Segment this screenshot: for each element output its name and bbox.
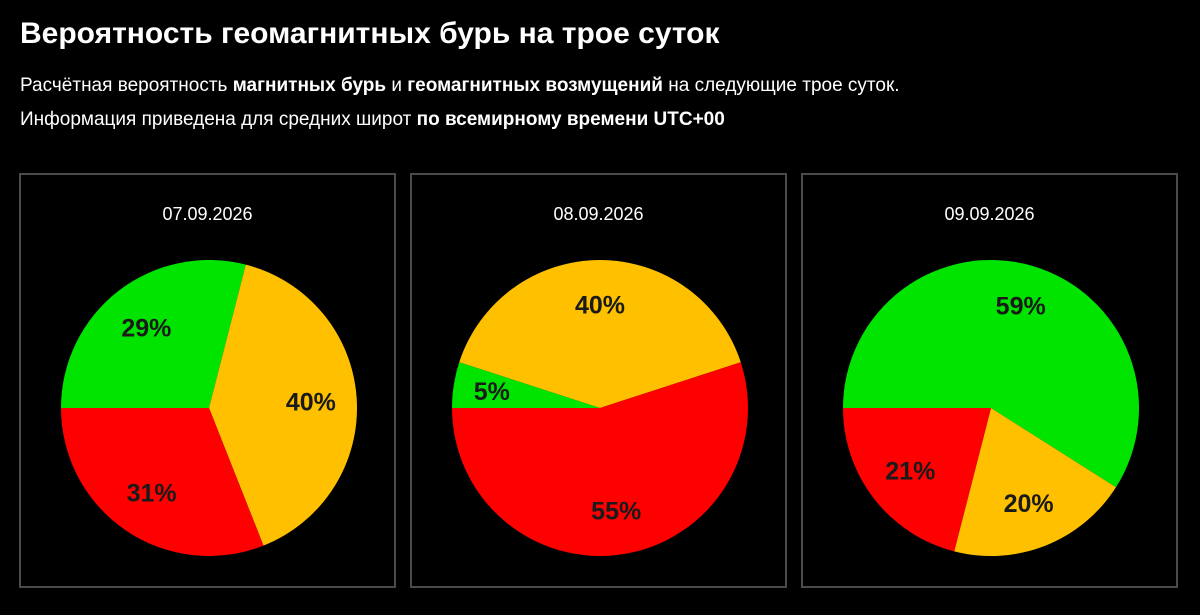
description-text: на следующие трое суток. bbox=[662, 75, 900, 96]
description-bold-text: по всемирному времени UTC+00 bbox=[416, 109, 725, 130]
description-text: Информация приведена для средних широт bbox=[20, 109, 417, 130]
forecast-panel-day-1: 07.09.2026 29% 40% 31% bbox=[19, 173, 396, 588]
panel-date: 09.09.2026 bbox=[944, 204, 1035, 224]
pie-slice-label-red: 21% bbox=[885, 458, 935, 486]
pie-slice-label-green: 59% bbox=[996, 293, 1046, 321]
pie-slice-green bbox=[843, 259, 1139, 488]
pie-slice-label-red: 55% bbox=[591, 497, 641, 525]
forecast-panel-day-2: 08.09.2026 40% 55% 5% bbox=[410, 173, 787, 588]
pie-slice-label-green: 29% bbox=[121, 314, 171, 342]
description-text: и bbox=[386, 75, 408, 96]
description-bold-text: геомагнитных возмущений bbox=[407, 75, 663, 96]
panel-date: 07.09.2026 bbox=[162, 204, 253, 224]
description-bold-text: магнитных бурь bbox=[232, 75, 387, 96]
pie-chart-day-3: 59% 20% 21% bbox=[843, 259, 1139, 557]
pie-slice-label-red: 31% bbox=[127, 480, 177, 508]
pie-slice-red bbox=[452, 362, 748, 556]
pie-slice-label-yellow: 20% bbox=[1004, 490, 1054, 518]
pie-slice-yellow bbox=[209, 264, 358, 546]
pie-slice-green bbox=[61, 259, 246, 408]
description-line-2: Информация приведена для средних широт п… bbox=[20, 107, 725, 133]
pie-chart-day-2: 40% 55% 5% bbox=[452, 259, 748, 556]
pie-slice-yellow bbox=[459, 259, 741, 408]
pie-slice-red bbox=[843, 408, 991, 552]
pie-slice-green bbox=[452, 362, 600, 408]
pie-slice-label-green: 5% bbox=[474, 378, 510, 406]
page-title: Вероятность геомагнитных бурь на трое су… bbox=[20, 17, 720, 50]
pie-slice-label-yellow: 40% bbox=[575, 291, 625, 319]
pie-chart-day-1: 29% 40% 31% bbox=[61, 259, 358, 557]
pie-slice-label-yellow: 40% bbox=[286, 389, 336, 417]
pie-slice-yellow bbox=[954, 408, 1116, 557]
forecast-panel-day-3: 09.09.2026 59% 20% 21% bbox=[801, 173, 1178, 588]
pie-slice-red bbox=[61, 408, 264, 557]
description-line-1: Расчётная вероятность магнитных бурь и г… bbox=[20, 73, 900, 99]
description-text: Расчётная вероятность bbox=[20, 75, 233, 96]
panel-date: 08.09.2026 bbox=[553, 204, 644, 224]
